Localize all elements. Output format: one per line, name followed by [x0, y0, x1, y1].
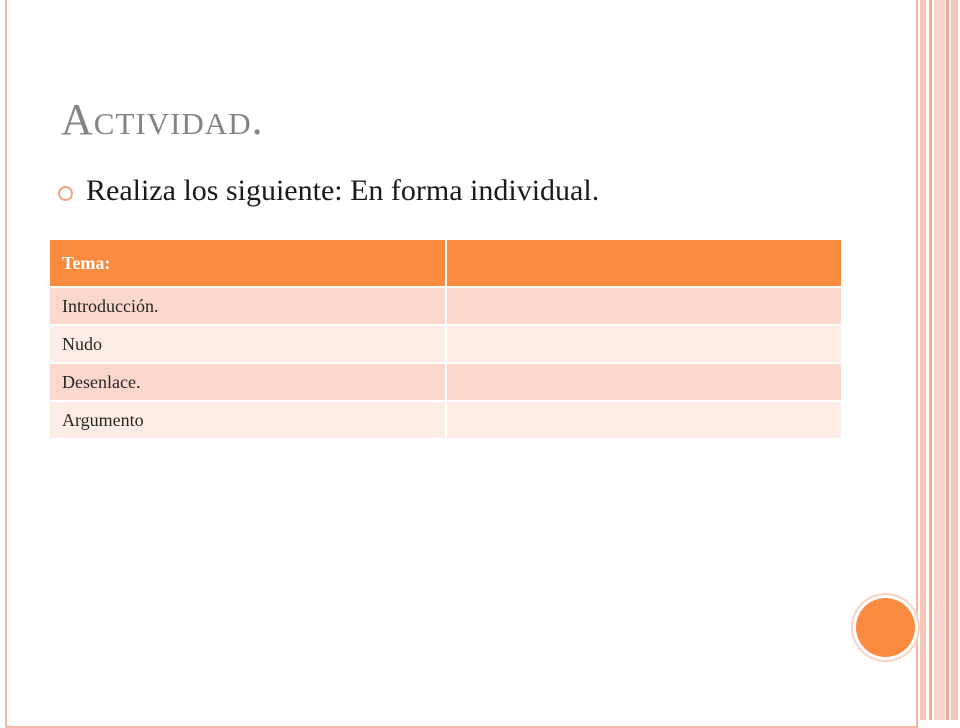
bullet-item: Realiza los siguiente: En forma individu…	[58, 174, 599, 208]
row-value-cell	[445, 286, 843, 326]
activity-table: Tema: Introducción. Nudo Desenlace. Argu…	[48, 238, 843, 440]
decorative-stripe	[920, 0, 926, 720]
table-header-row: Tema:	[48, 238, 843, 288]
decorative-stripe	[946, 0, 949, 720]
table-row: Argumento	[48, 400, 843, 440]
bullet-circle-icon	[58, 185, 73, 201]
slide-title: Actividad.	[61, 95, 264, 144]
row-value-cell	[445, 324, 843, 364]
row-label-cell: Nudo	[48, 324, 447, 364]
row-label-cell: Desenlace.	[48, 362, 447, 402]
table-row: Desenlace.	[48, 362, 843, 402]
table-row: Nudo	[48, 324, 843, 364]
row-value-cell	[445, 362, 843, 402]
header-cell-empty	[445, 238, 843, 288]
decorative-circle	[856, 598, 915, 657]
table-row: Introducción.	[48, 286, 843, 326]
decorative-stripe	[951, 0, 958, 720]
bullet-text: Realiza los siguiente: En forma individu…	[86, 174, 600, 207]
row-value-cell	[445, 400, 843, 440]
header-cell-tema: Tema:	[48, 238, 447, 288]
row-label-cell: Argumento	[48, 400, 447, 440]
decorative-stripe	[929, 0, 932, 720]
row-label-cell: Introducción.	[48, 286, 447, 326]
decorative-stripe	[934, 0, 945, 720]
